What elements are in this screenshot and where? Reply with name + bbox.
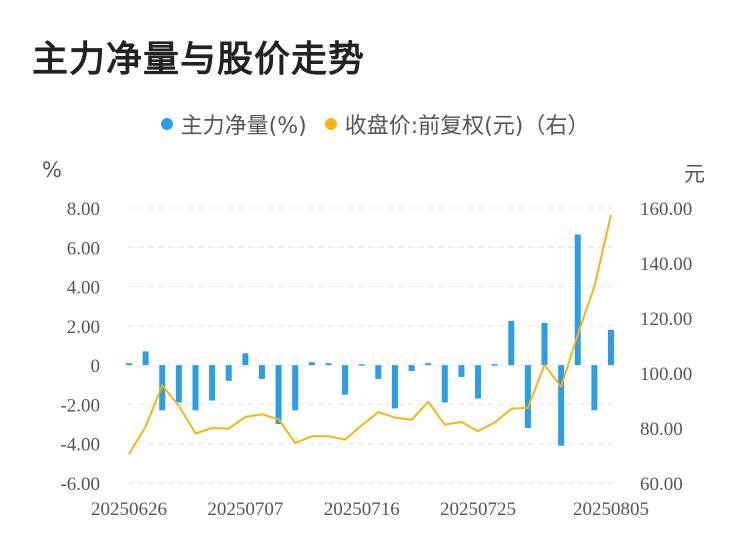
bar [358,364,365,366]
y-left-tick-label: 2.00 [67,317,100,338]
price-line [128,214,612,455]
legend-label: 主力净量(%) [180,114,307,139]
x-tick-label: 20250725 [440,499,516,520]
bar [524,365,531,428]
legend: 主力净量(%) 收盘价:前复权(元)（右） [0,108,750,140]
bar [225,365,232,381]
bar [325,363,332,366]
bar [558,365,565,446]
y-right-tick-label: 160.00 [640,199,692,220]
y-left-tick-label: 4.00 [67,278,100,299]
bar [591,365,598,411]
bar [126,363,132,366]
bar [391,365,398,409]
bar [192,365,199,411]
bar [258,365,265,379]
bar [458,365,465,377]
y-right-tick-label: 80.00 [640,419,683,440]
y-left-tick-label: 0 [91,356,101,377]
bar [275,365,282,425]
legend-item-net-volume[interactable]: 主力净量(%) [160,108,307,140]
x-tick-label: 20250626 [91,499,167,520]
y-right-tick-label: 100.00 [640,364,692,385]
bar [342,365,349,395]
bar [175,365,182,403]
bar [475,365,482,399]
legend-dot-icon [160,118,173,130]
legend-item-close-price[interactable]: 收盘价:前复权(元)（右） [324,108,590,140]
x-tick-label: 20250716 [324,499,400,520]
y-right-tick-label: 120.00 [640,309,692,330]
bar [608,329,614,366]
chart-title: 主力净量与股价走势 [32,39,366,80]
bar [292,365,299,411]
left-axis-unit: % [42,158,62,182]
bar [375,365,382,379]
y-left-tick-label: -4.00 [60,435,100,456]
right-axis-unit: 元 [684,162,705,186]
bar [308,362,315,366]
x-tick-label: 20250805 [573,499,649,520]
bar [242,353,249,366]
y-left-tick-label: 6.00 [67,238,100,259]
bar [142,351,149,366]
y-right-tick-label: 140.00 [640,254,692,275]
bar [408,365,415,372]
bar [508,320,515,366]
bar [541,322,548,366]
y-left-tick-label: -2.00 [60,395,100,416]
y-right-tick-label: 60.00 [640,474,683,495]
bar [441,365,448,403]
bar [209,365,216,401]
x-tick-label: 20250707 [207,499,283,520]
bar [425,363,432,366]
bar [491,364,498,366]
legend-label: 收盘价:前复权(元)（右） [344,114,590,139]
y-left-tick-label: -6.00 [60,474,100,495]
legend-dot-icon [324,118,337,130]
y-left-tick-label: 8.00 [67,199,100,220]
bar [574,234,581,366]
